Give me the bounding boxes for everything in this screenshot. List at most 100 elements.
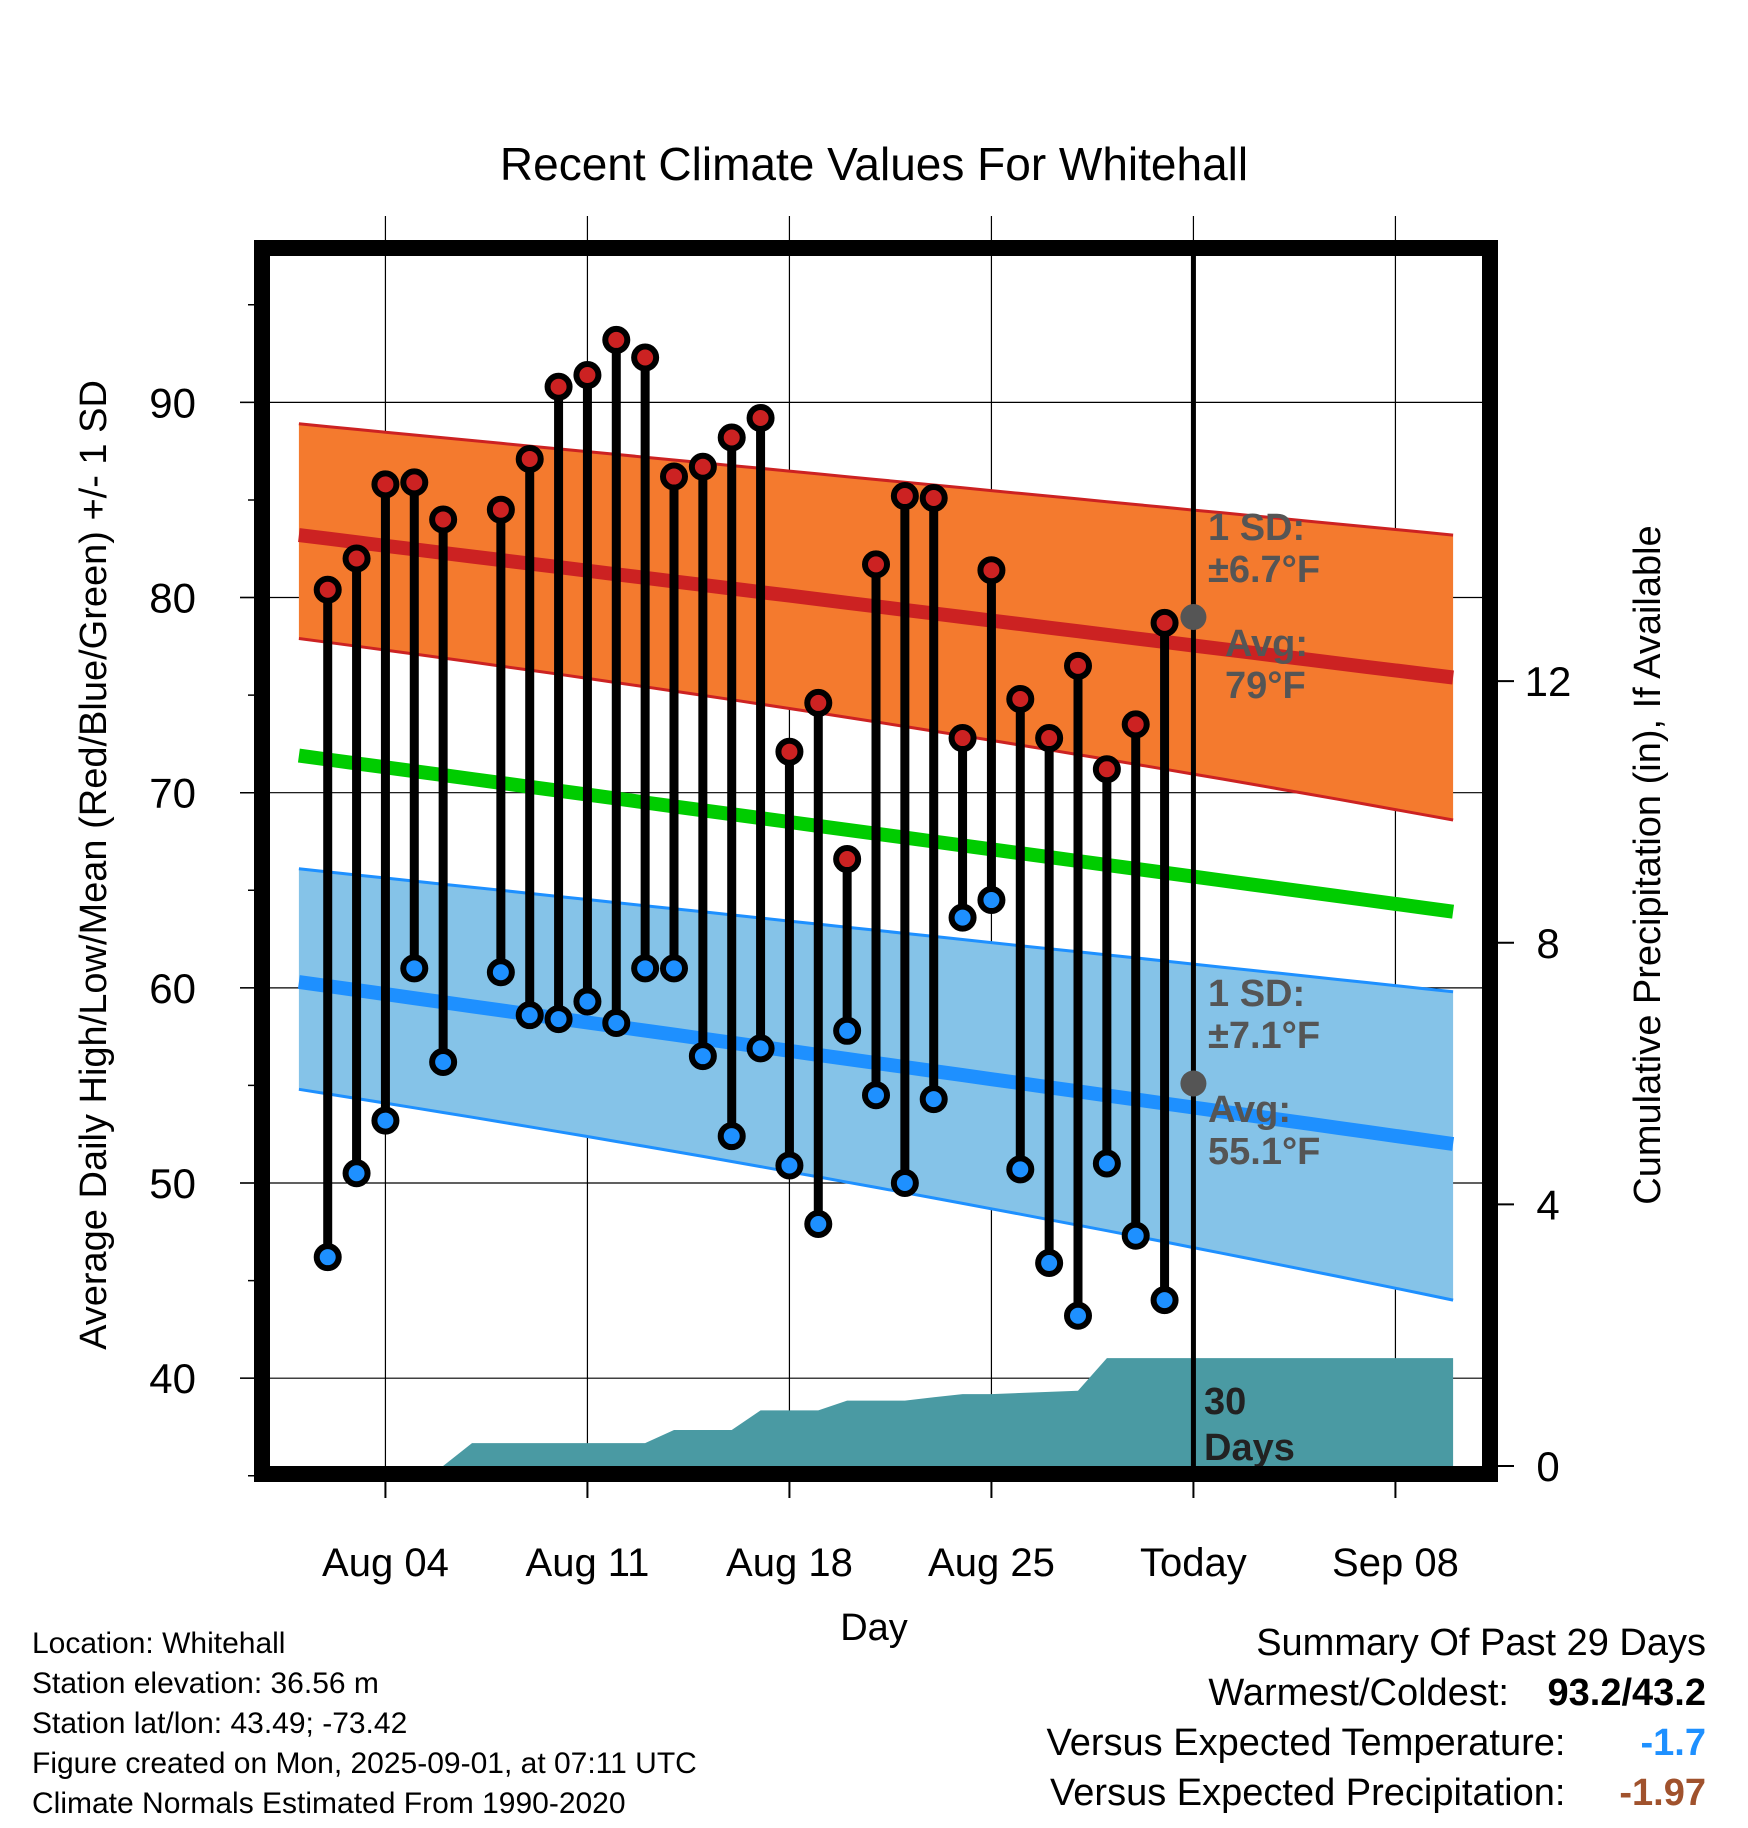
daily-low-point: [429, 1048, 458, 1077]
daily-high-point: [775, 737, 804, 766]
daily-high-point: [313, 575, 342, 604]
daily-low-point: [775, 1151, 804, 1180]
x-tick-label: Aug 11: [526, 1541, 650, 1585]
daily-range-bars: [313, 256, 1207, 1466]
y-right-tick-label: 4: [1536, 1181, 1559, 1228]
y-right-axis-label: Cumulative Precipitation (in), If Availa…: [1627, 525, 1669, 1204]
y-left-tick-label: 40: [149, 1355, 196, 1402]
y-right-tick-label: 12: [1525, 658, 1572, 705]
daily-high-point: [1092, 755, 1121, 784]
plot-frame: [254, 240, 1498, 1482]
y-right-tick-label: 0: [1536, 1443, 1559, 1490]
daily-low-point: [1121, 1221, 1150, 1250]
low-avg-label: Avg:: [1208, 1089, 1291, 1131]
summary-temp-label: Versus Expected Temperature:: [1046, 1722, 1566, 1764]
daily-low-point: [890, 1169, 919, 1198]
daily-low-point: [486, 958, 515, 987]
daily-low-point: [660, 954, 688, 983]
high-sd-label: 1 SD:: [1208, 507, 1305, 549]
daily-low-point: [573, 987, 602, 1016]
days-count: 30: [1204, 1381, 1246, 1423]
days-label: Days: [1204, 1427, 1295, 1469]
summary-heading: Summary Of Past 29 Days: [1256, 1622, 1706, 1664]
summary-warmest-label: Warmest/Coldest:: [1208, 1672, 1509, 1714]
summary-temp-value: -1.7: [1640, 1722, 1706, 1764]
today-normal-high-marker: [1180, 604, 1207, 631]
high-annotations: 1 SD: ±6.7°F Avg: 79°F: [1208, 507, 1320, 707]
daily-high-point: [919, 484, 948, 512]
daily-low-point: [862, 1081, 890, 1110]
daily-high-point: [573, 361, 602, 390]
x-tick-label: Today: [1140, 1541, 1247, 1585]
cumulative-precip-area: [298, 1358, 1454, 1466]
daily-low-point: [1064, 1301, 1092, 1330]
daily-low-point: [977, 886, 1006, 915]
summary-precip-row: Versus Expected Precipitation: -1.97: [1047, 1768, 1706, 1818]
station-location: Location: Whitehall: [32, 1627, 286, 1660]
daily-low-point: [1035, 1249, 1064, 1278]
daily-high-point: [429, 505, 458, 534]
y-right-tick-label: 8: [1536, 920, 1559, 967]
summary-precip-value: -1.97: [1619, 1772, 1706, 1814]
daily-low-point: [833, 1016, 862, 1045]
daily-high-point: [486, 495, 515, 524]
x-axis-label: Day: [840, 1607, 908, 1649]
y-left-axis-label: Average Daily High/Low/Mean (Red/Blue/Gr…: [73, 380, 115, 1350]
daily-low-point: [1006, 1155, 1035, 1184]
daily-high-point: [660, 462, 688, 491]
high-avg-label: Avg:: [1225, 623, 1308, 665]
high-avg-value: 79°F: [1225, 665, 1306, 707]
daily-low-point: [371, 1106, 400, 1135]
daily-high-point: [602, 325, 631, 354]
x-tick-label: Aug 04: [322, 1541, 449, 1585]
daily-high-point: [342, 544, 371, 573]
daily-high-point: [1006, 685, 1035, 714]
daily-high-point: [1064, 651, 1092, 680]
daily-low-point: [602, 1008, 631, 1037]
grid: [240, 216, 1482, 1466]
daily-low-point: [544, 1005, 573, 1034]
daily-low-point: [717, 1122, 746, 1151]
low-avg-value: 55.1°F: [1208, 1131, 1320, 1173]
low-sd-lower-line: [298, 1087, 1454, 1302]
today-normal-low-marker: [1180, 1070, 1207, 1097]
daily-high-point: [717, 423, 746, 452]
y-left-tick-label: 70: [149, 770, 196, 817]
daily-high-point: [1035, 724, 1064, 753]
daily-low-point: [688, 1042, 717, 1071]
daily-high-point: [1121, 710, 1150, 739]
station-elevation: Station elevation: 36.56 m: [32, 1667, 379, 1700]
daily-high-point: [371, 470, 400, 499]
daily-low-point: [631, 954, 660, 983]
daily-low-point: [948, 903, 977, 932]
y-left-tick-label: 90: [149, 379, 196, 426]
daily-low-point: [1150, 1286, 1179, 1315]
daily-high-point: [804, 688, 833, 717]
daily-low-point: [515, 1001, 544, 1030]
summary-precip-label: Versus Expected Precipitation:: [1050, 1772, 1566, 1814]
axis-ticks: 40 50 60 70 80 90 0 4 8 12 Aug 04 Aug 11 Aug 18 Aug 2…: [149, 304, 1572, 1585]
low-sd-value: ±7.1°F: [1208, 1015, 1320, 1057]
y-left-tick-label: 80: [149, 575, 196, 622]
daily-high-point: [862, 550, 890, 579]
daily-low-point: [342, 1159, 371, 1188]
summary-temp-row: Versus Expected Temperature: -1.7: [1047, 1718, 1706, 1768]
daily-high-point: [948, 724, 977, 753]
figure-created: Figure created on Mon, 2025-09-01, at 07…: [32, 1747, 697, 1780]
summary-warmest-row: Warmest/Coldest: 93.2/43.2: [1047, 1668, 1706, 1718]
x-tick-label: Sep 08: [1332, 1541, 1459, 1585]
daily-high-point: [515, 444, 544, 473]
chart-title: Recent Climate Values For Whitehall: [500, 138, 1248, 190]
x-tick-label: Aug 25: [928, 1541, 1055, 1585]
x-tick-label: Aug 18: [726, 1541, 853, 1585]
daily-low-point: [804, 1210, 833, 1238]
daily-high-point: [631, 343, 660, 372]
high-sd-upper-line: [298, 422, 1454, 537]
daily-high-point: [746, 403, 775, 432]
summary-warmest-value: 93.2/43.2: [1547, 1672, 1706, 1714]
station-latlon: Station lat/lon: 43.49; -73.42: [32, 1707, 408, 1740]
daily-low-point: [400, 954, 429, 983]
daily-low-point: [1092, 1149, 1121, 1178]
daily-high-point: [833, 845, 862, 874]
climate-normals: Climate Normals Estimated From 1990-2020: [32, 1787, 626, 1820]
